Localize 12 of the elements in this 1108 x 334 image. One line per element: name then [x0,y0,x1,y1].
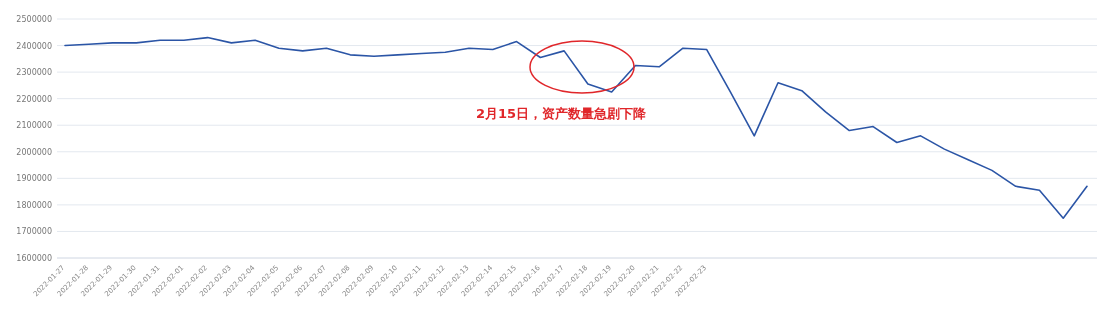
y-tick-label: 1900000 [16,174,52,184]
y-tick-label: 2000000 [16,147,52,157]
y-tick-label: 2300000 [16,68,52,78]
annotation: 2月15日，资产数量急剧下降 [476,106,648,121]
line-series [64,36,1088,219]
y-tick-label: 1600000 [16,254,52,263]
y-tick-label: 2200000 [16,94,52,104]
y-tick-label: 1700000 [16,227,52,237]
y-tick-label: 2400000 [16,41,52,51]
y-tick-label: 1800000 [16,200,52,210]
y-tick-label: 2100000 [16,121,52,131]
y-tick-label: 2500000 [16,15,52,24]
